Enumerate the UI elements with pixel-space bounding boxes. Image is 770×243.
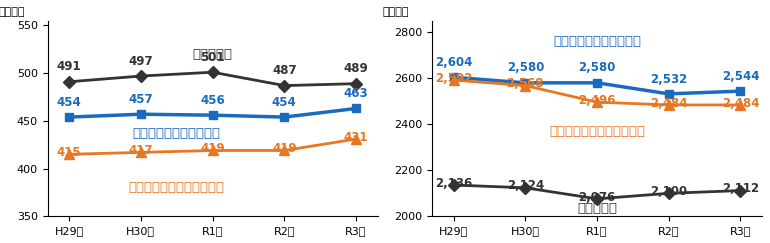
- Text: 454: 454: [57, 96, 82, 109]
- Text: 中小型トラックドライバー: 中小型トラックドライバー: [129, 181, 225, 194]
- Text: 2,604: 2,604: [435, 56, 472, 69]
- Text: 487: 487: [272, 64, 296, 77]
- Text: 2,496: 2,496: [578, 94, 616, 107]
- Text: 456: 456: [200, 94, 225, 107]
- Text: 497: 497: [129, 55, 153, 68]
- Text: 501: 501: [200, 51, 225, 64]
- Text: 2,112: 2,112: [722, 182, 759, 195]
- Text: 全産業平均: 全産業平均: [577, 202, 617, 215]
- Text: 463: 463: [343, 87, 368, 100]
- Text: 2,592: 2,592: [435, 72, 472, 85]
- Text: 431: 431: [343, 131, 368, 144]
- Text: 2,580: 2,580: [578, 61, 616, 75]
- Text: （時間）: （時間）: [383, 7, 409, 17]
- Text: 2,076: 2,076: [578, 191, 616, 203]
- Text: 中小型トラックドライバー: 中小型トラックドライバー: [549, 125, 645, 138]
- Text: 2,544: 2,544: [721, 70, 759, 83]
- Text: 457: 457: [129, 93, 153, 106]
- Text: 2,100: 2,100: [650, 185, 688, 198]
- Text: 419: 419: [272, 142, 296, 155]
- Text: （万円）: （万円）: [0, 7, 25, 17]
- Text: 2,484: 2,484: [650, 97, 688, 110]
- Text: 2,124: 2,124: [507, 180, 544, 192]
- Text: 2,484: 2,484: [721, 97, 759, 110]
- Text: 417: 417: [129, 144, 153, 157]
- Text: 415: 415: [57, 146, 82, 159]
- Text: 491: 491: [57, 61, 82, 73]
- Text: 全産業平均: 全産業平均: [192, 48, 233, 61]
- Text: 489: 489: [343, 62, 368, 75]
- Text: 2,568: 2,568: [507, 77, 544, 90]
- Text: 大型トラックドライバー: 大型トラックドライバー: [553, 35, 641, 48]
- Text: 419: 419: [200, 142, 225, 155]
- Text: 2,532: 2,532: [650, 73, 688, 86]
- Text: 2,136: 2,136: [435, 177, 472, 190]
- Text: 454: 454: [272, 96, 296, 109]
- Text: 大型トラックドライバー: 大型トラックドライバー: [132, 127, 221, 140]
- Text: 2,580: 2,580: [507, 61, 544, 75]
